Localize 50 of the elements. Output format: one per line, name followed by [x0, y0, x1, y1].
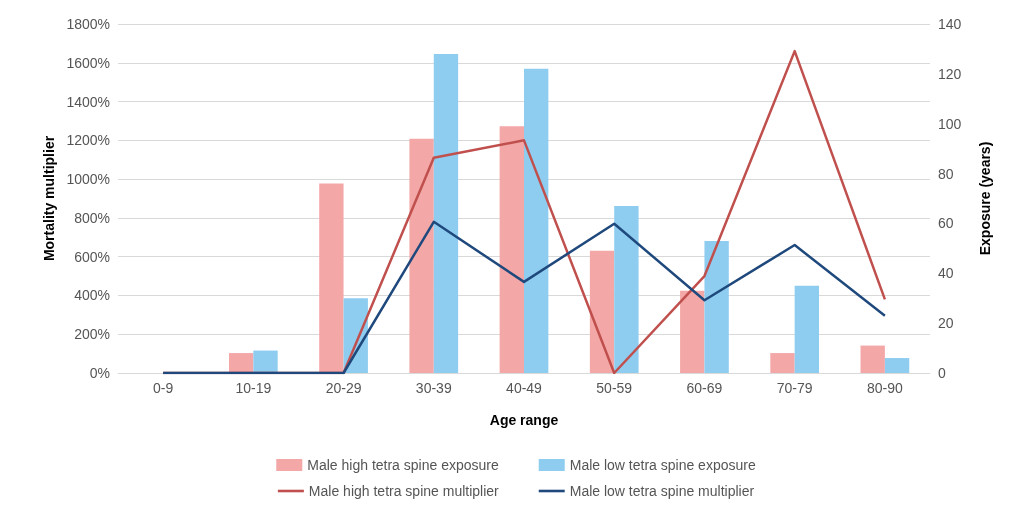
- x-tick-label: 10-19: [235, 380, 272, 396]
- bar: [884, 358, 910, 373]
- y-tick-label: 1400%: [66, 93, 110, 110]
- bar: [524, 68, 549, 373]
- x-tick-label: 60-69: [686, 380, 723, 396]
- bar: [433, 53, 459, 373]
- y-tick-label: 800%: [74, 209, 110, 226]
- y2-tick-label: 0: [938, 365, 946, 381]
- y2-tick-label: 140: [938, 16, 962, 32]
- y-tick-label: 1800%: [66, 16, 110, 32]
- bar: [680, 290, 705, 373]
- y2-tick-label: 20: [938, 315, 954, 332]
- y-tick-label: 1200%: [66, 132, 110, 149]
- bar: [253, 350, 278, 373]
- bar: [589, 250, 615, 373]
- x-tick-label: 50-59: [596, 380, 633, 396]
- x-tick-label: 40-49: [506, 380, 543, 396]
- bar: [319, 183, 344, 373]
- bar: [409, 138, 434, 373]
- y2-tick-label: 120: [938, 65, 962, 82]
- y2-axis-title: Exposure (years): [977, 141, 993, 256]
- legend-label: Male low tetra spine exposure: [569, 457, 756, 473]
- y-axis-title: Mortality multiplier: [40, 135, 57, 262]
- y2-tick-label: 100: [938, 115, 962, 132]
- x-tick-label: 30-39: [415, 380, 452, 396]
- legend-label: Male high tetra spine exposure: [307, 457, 499, 473]
- y-tick-label: 600%: [74, 248, 110, 265]
- y-tick-label: 1000%: [66, 171, 110, 188]
- y-tick-label: 400%: [74, 287, 110, 304]
- legend-label: Male high tetra spine multiplier: [308, 483, 500, 499]
- x-tick-label: 80-90: [866, 380, 903, 396]
- y-tick-label: 200%: [74, 326, 110, 343]
- y2-tick-label: 80: [938, 165, 954, 182]
- x-tick-label: 70-79: [776, 380, 813, 396]
- y-tick-label: 0%: [89, 365, 110, 381]
- x-tick-label: 0-9: [152, 380, 174, 396]
- legend-label: Male low tetra spine multiplier: [569, 483, 755, 499]
- bar: [614, 205, 639, 373]
- bar: [770, 353, 795, 373]
- line-series: [161, 220, 887, 375]
- bar: [228, 353, 254, 373]
- bar: [704, 240, 729, 373]
- x-tick-label: 20-29: [325, 380, 362, 396]
- bar: [860, 345, 885, 373]
- x-axis-title: Age range: [489, 412, 559, 428]
- y2-tick-label: 60: [938, 215, 954, 232]
- y-tick-label: 1600%: [66, 54, 110, 71]
- bar: [499, 126, 524, 373]
- y2-tick-label: 40: [938, 265, 954, 282]
- bar: [794, 285, 820, 373]
